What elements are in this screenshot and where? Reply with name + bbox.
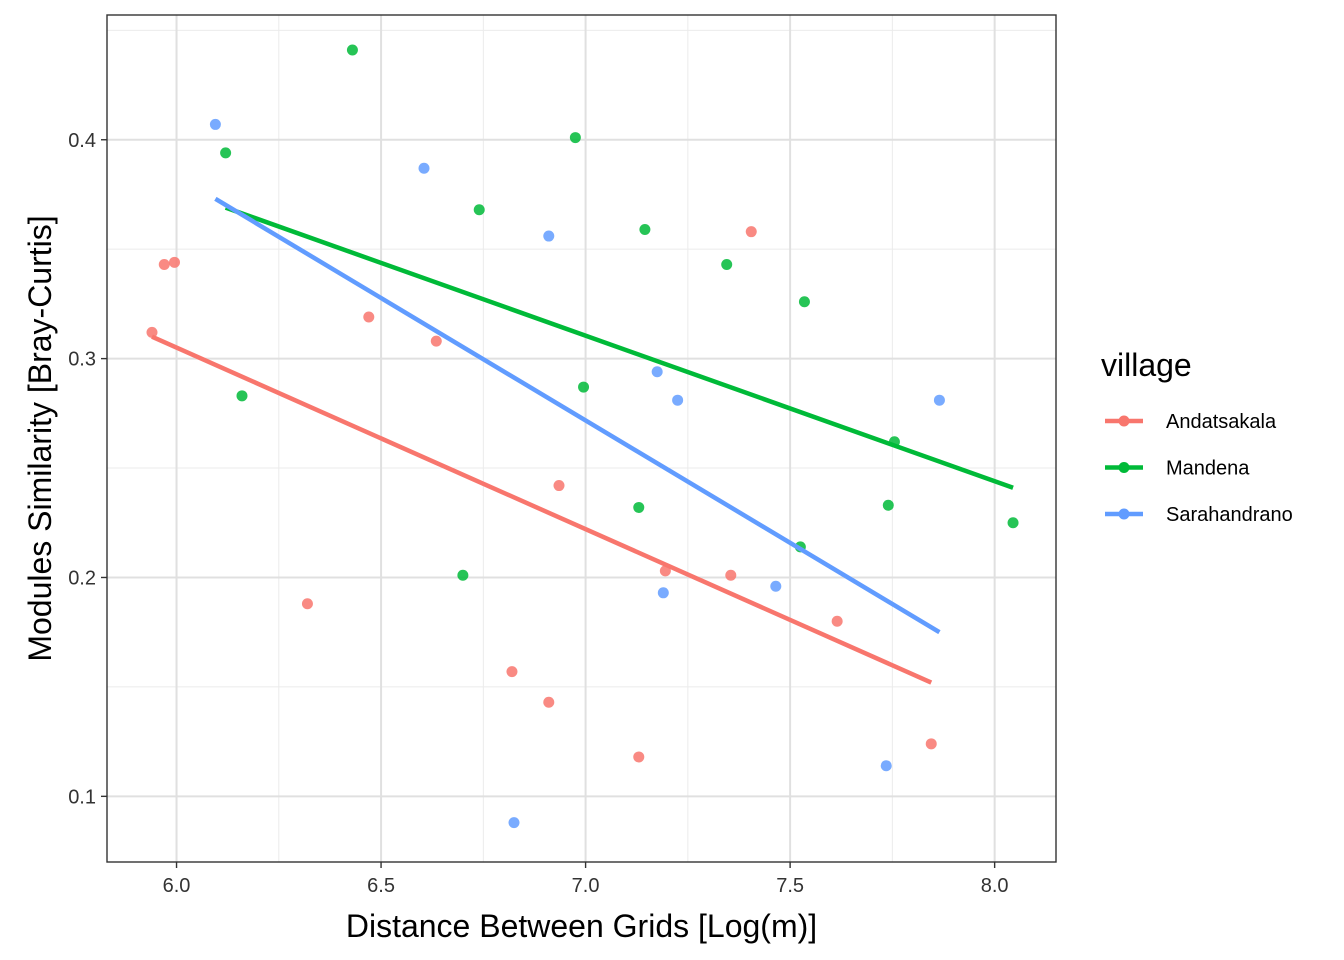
y-tick-label: 0.1 xyxy=(68,786,96,808)
point-andatsakala xyxy=(363,311,375,323)
point-sarahandrano xyxy=(209,118,221,130)
y-tick-label: 0.2 xyxy=(68,567,96,589)
point-andatsakala xyxy=(725,569,737,581)
x-axis-ticks: 6.0 6.5 7.0 7.5 8.0 xyxy=(163,862,1009,897)
point-mandena xyxy=(633,501,645,513)
point-mandena xyxy=(236,390,248,402)
point-andatsakala xyxy=(633,751,645,763)
point-andatsakala xyxy=(925,738,937,750)
point-mandena xyxy=(578,381,590,393)
point-sarahandrano xyxy=(657,587,669,599)
point-mandena xyxy=(1007,517,1019,529)
point-andatsakala xyxy=(831,615,843,627)
point-sarahandrano xyxy=(651,366,663,378)
legend-items: Andatsakala Mandena Sarahandrano xyxy=(1105,411,1293,526)
x-axis-title: Distance Between Grids [Log(m)] xyxy=(346,908,817,944)
point-andatsakala xyxy=(506,666,518,678)
legend-key-point xyxy=(1118,415,1130,427)
point-mandena xyxy=(798,296,810,308)
point-sarahandrano xyxy=(933,394,945,406)
point-sarahandrano xyxy=(418,162,430,174)
panel-border xyxy=(106,14,1057,863)
point-mandena xyxy=(639,223,651,235)
point-mandena xyxy=(457,569,469,581)
point-mandena xyxy=(220,147,232,159)
point-andatsakala xyxy=(745,226,757,238)
trend-line-mandena xyxy=(224,205,1014,490)
y-tick-label: 0.3 xyxy=(68,349,96,371)
point-sarahandrano xyxy=(672,394,684,406)
trend-line-andatsakala xyxy=(151,334,933,685)
legend: village Andatsakala Mandena Sarahandrano xyxy=(1101,347,1293,526)
point-andatsakala xyxy=(301,598,313,610)
point-mandena xyxy=(721,259,733,271)
point-mandena xyxy=(569,132,581,144)
legend-key-point xyxy=(1118,508,1130,520)
x-tick-label: 8.0 xyxy=(981,875,1009,897)
legend-label: Mandena xyxy=(1166,458,1250,480)
y-axis-title: Modules Similarity [Bray-Curtis] xyxy=(22,215,58,661)
grid-major xyxy=(107,15,1056,862)
point-sarahandrano xyxy=(543,230,555,242)
x-tick-label: 6.0 xyxy=(163,875,191,897)
point-andatsakala xyxy=(553,480,565,492)
point-sarahandrano xyxy=(770,580,782,592)
point-mandena xyxy=(473,204,485,216)
x-tick-label: 6.5 xyxy=(367,875,395,897)
grid-minor xyxy=(107,15,1056,862)
legend-label: Andatsakala xyxy=(1166,411,1277,433)
point-andatsakala xyxy=(430,335,442,347)
legend-title: village xyxy=(1101,347,1192,383)
point-andatsakala xyxy=(158,259,170,271)
legend-key-point xyxy=(1118,462,1130,473)
point-andatsakala xyxy=(543,696,555,708)
legend-label: Sarahandrano xyxy=(1166,504,1293,526)
trend-layer xyxy=(151,196,1014,685)
point-mandena xyxy=(882,499,894,511)
point-sarahandrano xyxy=(880,760,892,772)
point-andatsakala xyxy=(168,256,180,268)
y-axis-ticks: 0.1 0.2 0.3 0.4 xyxy=(68,130,107,808)
y-tick-label: 0.4 xyxy=(68,130,96,152)
point-andatsakala xyxy=(146,326,158,338)
point-mandena xyxy=(346,44,358,56)
trend-line-sarahandrano xyxy=(214,196,941,635)
x-tick-label: 7.5 xyxy=(776,875,804,897)
x-tick-label: 7.0 xyxy=(572,875,600,897)
point-sarahandrano xyxy=(508,817,520,829)
